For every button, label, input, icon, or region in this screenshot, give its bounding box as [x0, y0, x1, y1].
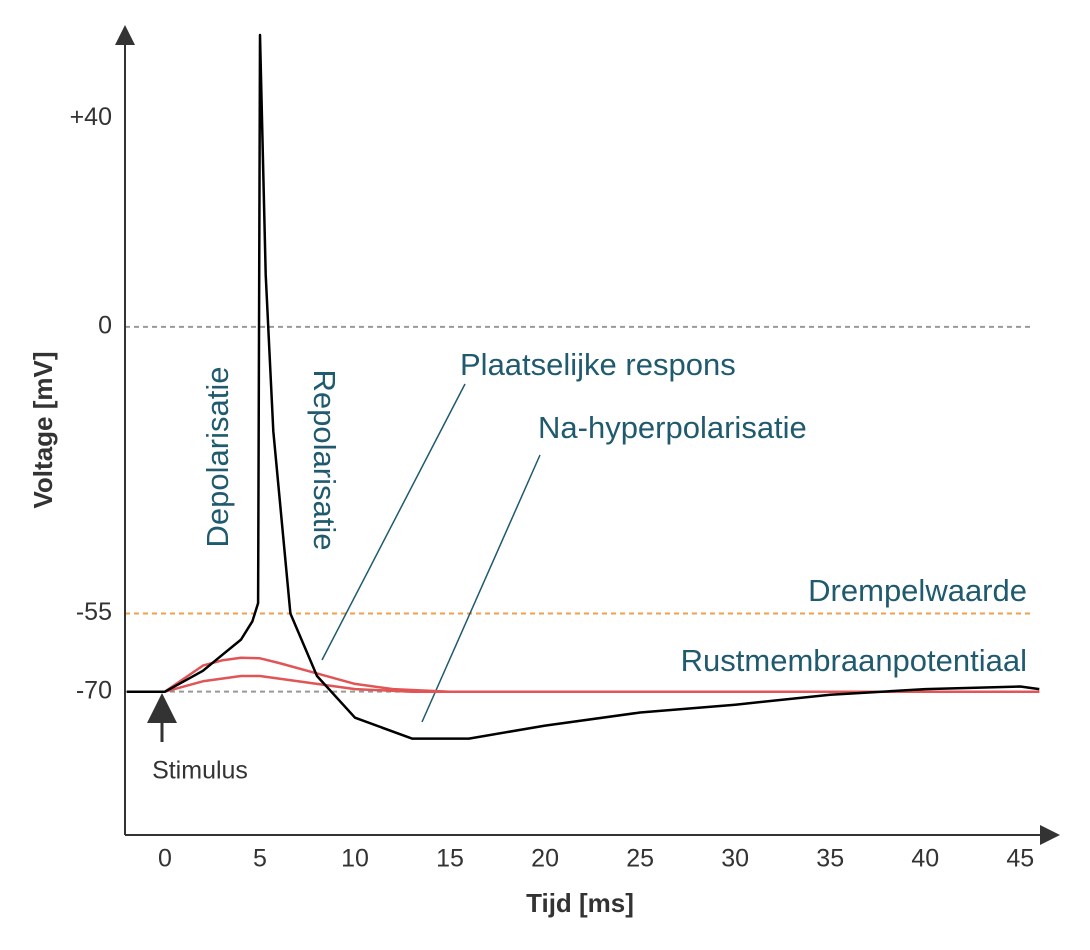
annotation: Stimulus [152, 757, 248, 785]
x-tick-label: 40 [911, 845, 939, 873]
y-tick-label: -55 [76, 598, 112, 626]
x-tick-label: 10 [341, 845, 369, 873]
x-axis-title: Tijd [ms] [526, 888, 634, 918]
series-line [126, 656, 1040, 693]
x-tick-label: 35 [816, 845, 844, 873]
annotation: Drempelwaarde [808, 573, 1027, 608]
y-axis-title: Voltage [mV] [28, 352, 58, 509]
x-tick-label: 15 [436, 845, 464, 873]
y-tick-label: 0 [98, 311, 112, 339]
y-tick-label: -70 [76, 676, 112, 704]
series-line [126, 33, 1040, 740]
y-tick-label: +40 [70, 103, 112, 131]
x-tick-label: 45 [1006, 845, 1034, 873]
annotation: Plaatselijke respons [460, 347, 736, 382]
x-tick-label: 5 [253, 845, 267, 873]
x-tick-label: 25 [626, 845, 654, 873]
annotation: Na-hyperpolarisatie [538, 410, 807, 445]
series-line [126, 674, 1040, 693]
x-tick-label: 20 [531, 845, 559, 873]
x-tick-label: 0 [158, 845, 172, 873]
leader-line [321, 383, 466, 661]
annotation: Rustmembraanpotentiaal [681, 643, 1027, 678]
x-tick-label: 30 [721, 845, 749, 873]
annotation: Repolarisatie [307, 370, 342, 551]
leader-line [421, 454, 541, 723]
annotation: Depolarisatie [200, 367, 235, 548]
